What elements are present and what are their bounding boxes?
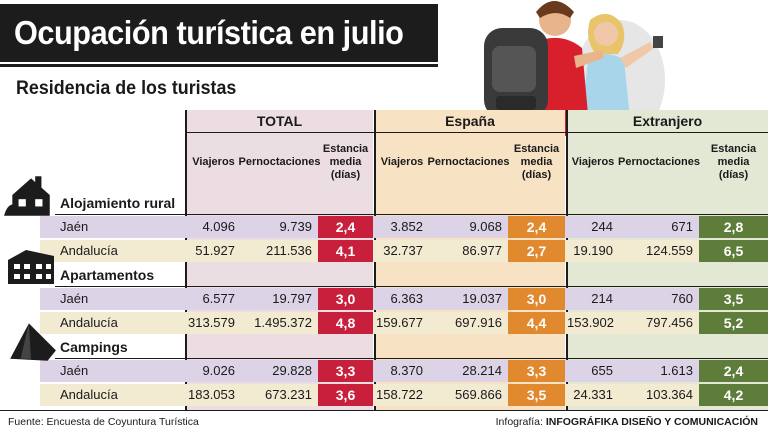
table-cell-overnights: 9.068 bbox=[469, 219, 502, 234]
subtitle: Residencia de los turistas bbox=[16, 78, 237, 99]
page-title: Ocupación turística en julio bbox=[14, 14, 404, 51]
table-row: Jaén 9.026 29.828 3,3 8.370 28.214 3,3 655 1.613… bbox=[40, 360, 768, 382]
column-header-stay: Estancia media (días) bbox=[322, 143, 369, 181]
row-label: Andalucía bbox=[60, 243, 118, 258]
group-header-rule bbox=[186, 132, 768, 133]
table-cell-overnights: 569.866 bbox=[455, 387, 502, 402]
column-header-stay: Estancia media (días) bbox=[710, 143, 757, 181]
column-header-travelers: Viajeros bbox=[380, 156, 424, 168]
table-cell-stay: 4,8 bbox=[318, 312, 373, 334]
column-header-overnights: Pernoctaciones bbox=[618, 156, 700, 168]
table-cell-travelers: 244 bbox=[591, 219, 613, 234]
table-cell-travelers: 158.722 bbox=[376, 387, 423, 402]
source-note: Fuente: Encuesta de Coyuntura Turística bbox=[8, 416, 199, 428]
table-cell-stay: 3,5 bbox=[699, 288, 768, 310]
table-cell-travelers: 655 bbox=[591, 363, 613, 378]
table-row: Jaén 4.096 9.739 2,4 3.852 9.068 2,4 244 671 2,8 bbox=[40, 216, 768, 238]
table-cell-stay: 3,0 bbox=[318, 288, 373, 310]
table-cell-stay: 2,4 bbox=[318, 216, 373, 238]
table-cell-overnights: 124.559 bbox=[646, 243, 693, 258]
table-cell-travelers: 4.096 bbox=[202, 219, 235, 234]
footer-rule bbox=[0, 410, 768, 411]
table-cell-travelers: 32.737 bbox=[383, 243, 423, 258]
credit-note: Infografía: INFOGRÁFIKA DISEÑO Y COMUNIC… bbox=[496, 416, 758, 428]
table-cell-travelers: 24.331 bbox=[573, 387, 613, 402]
column-header-travelers: Viajeros bbox=[192, 156, 235, 168]
table-cell-travelers: 19.190 bbox=[573, 243, 613, 258]
table-cell-overnights: 673.231 bbox=[265, 387, 312, 402]
title-bar: Ocupación turística en julio bbox=[0, 4, 438, 62]
table-cell-travelers: 214 bbox=[591, 291, 613, 306]
column-header-overnights: Pernoctaciones bbox=[238, 156, 321, 168]
table-cell-travelers: 159.677 bbox=[376, 315, 423, 330]
table-cell-travelers: 51.927 bbox=[195, 243, 235, 258]
apartment-building-icon bbox=[8, 250, 54, 284]
tent-icon bbox=[10, 323, 56, 361]
table-cell-stay: 3,3 bbox=[508, 360, 565, 382]
row-label: Jaén bbox=[60, 291, 89, 306]
table-cell-overnights: 19.797 bbox=[272, 291, 312, 306]
column-header-stay: Estancia media (días) bbox=[513, 143, 560, 181]
title-rule bbox=[0, 64, 438, 67]
section-title: Apartamentos bbox=[60, 267, 155, 283]
table-cell-stay: 4,2 bbox=[699, 384, 768, 406]
table-cell-stay: 5,2 bbox=[699, 312, 768, 334]
column-header-travelers: Viajeros bbox=[571, 156, 615, 168]
row-label: Jaén bbox=[60, 219, 89, 234]
group-header-spain: España bbox=[445, 113, 495, 129]
table-cell-stay: 2,7 bbox=[508, 240, 565, 262]
table-cell-overnights: 760 bbox=[671, 291, 693, 306]
credit-prefix: Infografía: bbox=[495, 416, 543, 428]
table-cell-overnights: 211.536 bbox=[265, 243, 312, 258]
table-cell-overnights: 86.977 bbox=[462, 243, 502, 258]
table-cell-overnights: 797.456 bbox=[646, 315, 693, 330]
table-cell-travelers: 8.370 bbox=[390, 363, 423, 378]
table-cell-overnights: 28.214 bbox=[462, 363, 502, 378]
table-cell-overnights: 1.495.372 bbox=[254, 315, 312, 330]
section-title: Campings bbox=[60, 339, 128, 355]
section-rule bbox=[55, 358, 768, 359]
house-icon bbox=[4, 176, 50, 216]
table-cell-overnights: 19.037 bbox=[462, 291, 502, 306]
section-rule bbox=[55, 286, 768, 287]
table-cell-overnights: 29.828 bbox=[272, 363, 312, 378]
table-cell-stay: 4,4 bbox=[508, 312, 565, 334]
table-row: Jaén 6.577 19.797 3,0 6.363 19.037 3,0 214 760 3,… bbox=[40, 288, 768, 310]
row-label: Andalucía bbox=[60, 315, 118, 330]
table-cell-stay: 3,5 bbox=[508, 384, 565, 406]
column-header-overnights: Pernoctaciones bbox=[427, 156, 510, 168]
row-label: Jaén bbox=[60, 363, 89, 378]
table-row: Andalucía 183.053 673.231 3,6 158.722 569.866… bbox=[40, 384, 768, 406]
table-cell-travelers: 6.363 bbox=[390, 291, 423, 306]
table-row: Andalucía 51.927 211.536 4,1 32.737 86.977 2,7… bbox=[40, 240, 768, 262]
table-cell-stay: 6,5 bbox=[699, 240, 768, 262]
section-title: Alojamiento rural bbox=[60, 195, 176, 211]
table-cell-overnights: 1.613 bbox=[660, 363, 693, 378]
group-header-foreign: Extranjero bbox=[632, 113, 703, 129]
table-cell-stay: 2,8 bbox=[699, 216, 768, 238]
table-cell-stay: 4,1 bbox=[318, 240, 373, 262]
table-cell-stay: 3,0 bbox=[508, 288, 565, 310]
table-cell-overnights: 697.916 bbox=[455, 315, 502, 330]
row-label: Andalucía bbox=[60, 387, 118, 402]
table-cell-overnights: 9.739 bbox=[279, 219, 312, 234]
table-row: Andalucía 313.579 1.495.372 4,8 159.677 697.9… bbox=[40, 312, 768, 334]
table-cell-stay: 3,3 bbox=[318, 360, 373, 382]
table-cell-travelers: 3.852 bbox=[390, 219, 423, 234]
credit-name: INFOGRÁFIKA DISEÑO Y COMUNICACIÓN bbox=[545, 416, 758, 428]
group-header-total: TOTAL bbox=[256, 113, 303, 129]
section-rule bbox=[55, 214, 768, 215]
table-cell-stay: 3,6 bbox=[318, 384, 373, 406]
table-cell-stay: 2,4 bbox=[508, 216, 565, 238]
table-cell-overnights: 103.364 bbox=[646, 387, 693, 402]
table-cell-travelers: 313.579 bbox=[188, 315, 235, 330]
table-cell-travelers: 9.026 bbox=[202, 363, 235, 378]
table-cell-travelers: 183.053 bbox=[188, 387, 235, 402]
table-cell-travelers: 6.577 bbox=[202, 291, 235, 306]
table-cell-travelers: 153.902 bbox=[567, 315, 614, 330]
table-cell-stay: 2,4 bbox=[699, 360, 768, 382]
table-cell-overnights: 671 bbox=[671, 219, 693, 234]
